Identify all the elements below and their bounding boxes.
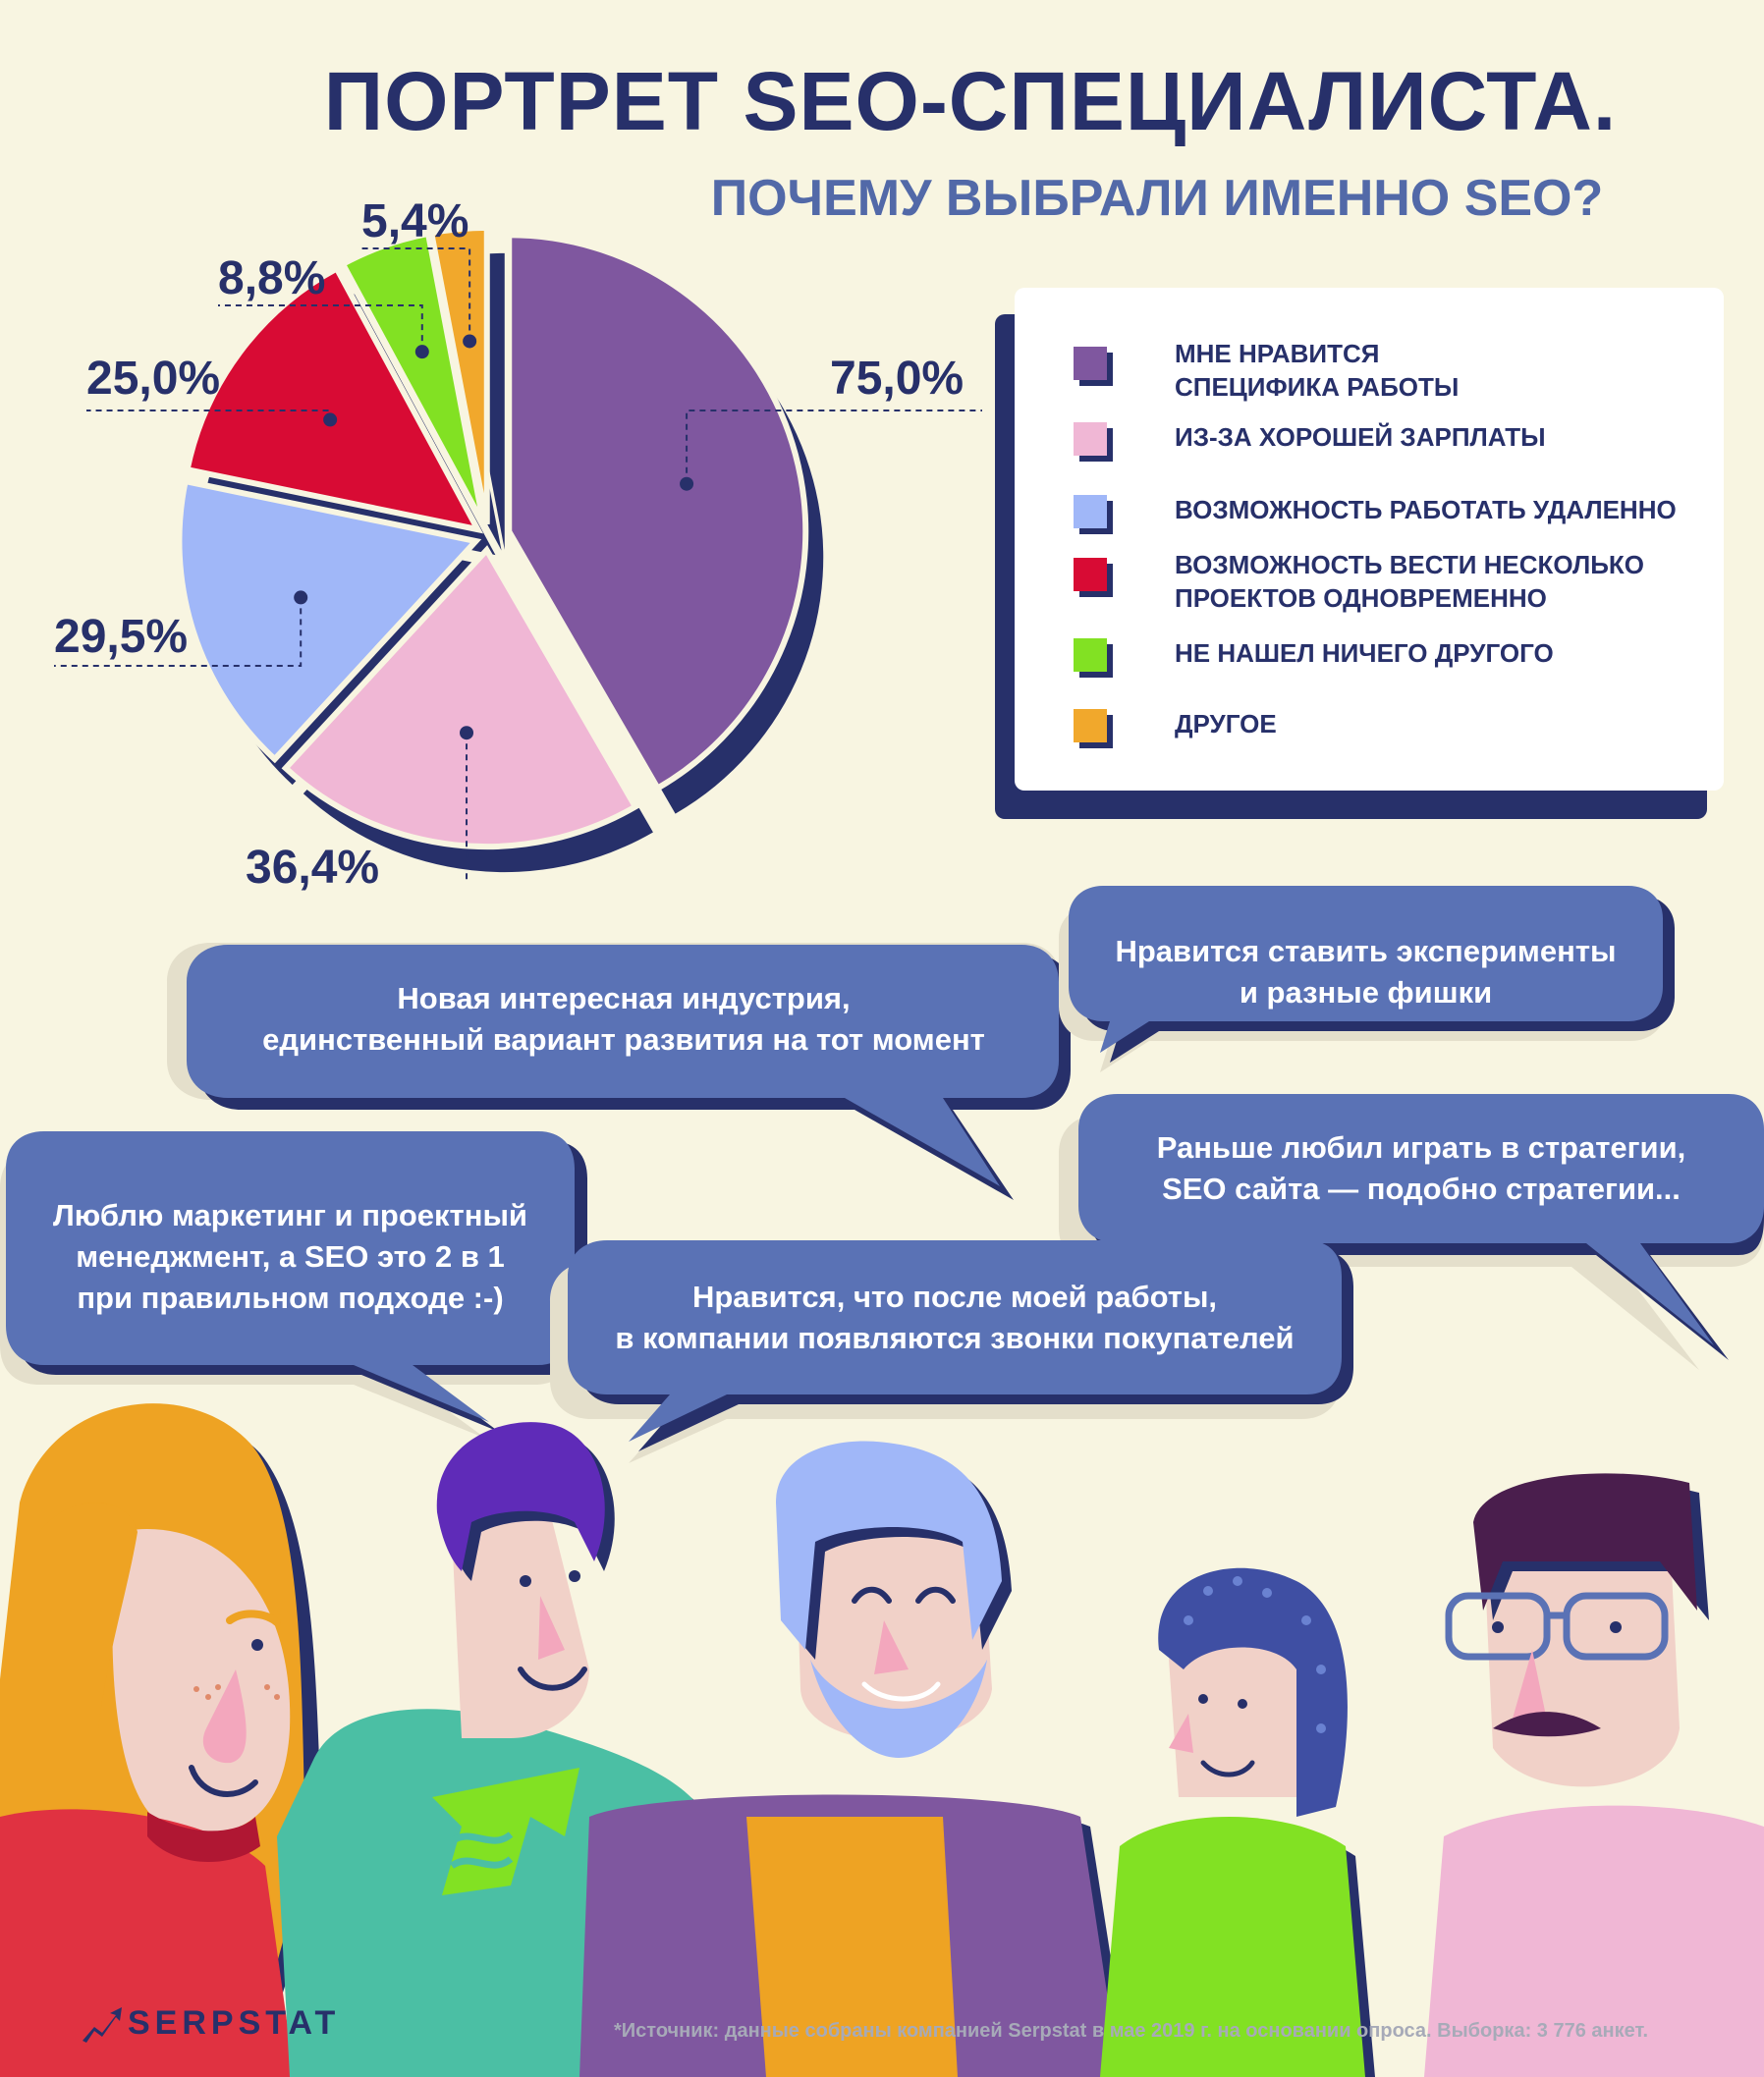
legend-item-projects: ВОЗМОЖНОСТЬ ВЕСТИ НЕСКОЛЬКО ПРОЕКТОВ ОДНО… [1074,548,1682,613]
legend-item-nothing-else: НЕ НАШЕЛ НИЧЕГО ДРУГОГО [1074,629,1682,687]
quote-line: и разные фишки [1239,975,1493,1010]
legend-label: НЕ НАШЕЛ НИЧЕГО ДРУГОГО [1175,638,1554,668]
legend-item-salary: ИЗ-ЗА ХОРОШЕЙ ЗАРПЛАТЫ [1074,412,1682,471]
legend-swatch [1074,495,1113,534]
legend-item-other: ДРУГОЕ [1074,699,1682,758]
quote-line: при правильном подходе :-) [77,1281,504,1315]
speech-bubble-industry [167,943,1071,1200]
leader-dot-specifics [680,476,694,491]
serpstat-logo-icon [83,2007,122,2043]
legend-label: МНЕ НРАВИТСЯ [1175,339,1380,368]
page-subtitle: ПОЧЕМУ ВЫБРАЛИ ИМЕННО SEO? [710,170,1604,227]
leader-dot-projects [323,412,338,427]
pct-label-remote: 29,5% [54,611,189,663]
quote-line: Новая интересная индустрия, [397,981,851,1015]
leader-line-remote [54,597,303,667]
quote-line: Нравится ставить эксперименты [1115,934,1617,968]
quote-line: менеджмент, а SEO это 2 в 1 [76,1239,505,1274]
speech-bubble-experiments [1059,886,1675,1072]
speech-bubble-marketing [0,1131,587,1439]
legend-label: ИЗ-ЗА ХОРОШЕЙ ЗАРПЛАТЫ [1175,422,1546,452]
leader-dot-remote [294,590,308,605]
quote-line: Нравится, что после моей работы, [691,1280,1218,1314]
legend-swatch [1074,422,1113,462]
legend-label: ВОЗМОЖНОСТЬ ВЕСТИ НЕСКОЛЬКО [1175,550,1645,579]
person-glasses [1424,1473,1764,2077]
legend-label: ДРУГОЕ [1175,709,1277,738]
leader-line-nothing-else [218,304,423,353]
speech-bubble-strategy [1059,1094,1764,1370]
page-title: ПОРТРЕТ SEO-СПЕЦИАЛИСТА. [323,55,1618,147]
person-redhead [0,1403,324,2077]
pie-slice-nothing-else [338,230,487,526]
source-note: *Источник: данные собраны компанией Serp… [614,2020,1649,2042]
leader-line-salary [466,733,469,884]
legend-label: СПЕЦИФИКА РАБОТЫ [1175,372,1460,402]
legend-label: ПРОЕКТОВ ОДНОВРЕМЕННО [1175,583,1547,613]
quote-industry: Новая интересная индустрия, единственный… [189,978,1059,1061]
pct-label-projects: 25,0% [86,353,221,405]
speech-bubble-calls [550,1240,1353,1463]
quote-line: Люблю маркетинг и проектный [53,1198,527,1232]
pie-slice-projects [184,264,484,534]
person-bearded [579,1441,1130,2077]
quote-strategy: Раньше любил играть в стратегии, SEO сай… [1078,1127,1764,1210]
legend-swatch [1074,347,1113,386]
pct-label-other: 5,4% [361,195,469,247]
leader-dot-nothing-else [414,345,429,359]
legend-item-specifics: МНЕ НРАВИТСЯ СПЕЦИФИКА РАБОТЫ [1074,337,1682,402]
pie-slice-other [427,224,490,525]
pie-slice-remote [176,477,482,764]
legend-item-remote: ВОЗМОЖНОСТЬ РАБОТАТЬ УДАЛЕННО [1074,485,1682,544]
leader-line-other [361,247,471,342]
leader-line-specifics [686,410,982,484]
quote-line: единственный вариант развития на тот мом… [262,1022,985,1057]
brand-name: SERPSTAT [128,2004,341,2042]
legend-swatch [1074,638,1113,678]
pct-label-nothing-else: 8,8% [218,252,326,304]
quote-line: в компании появляются звонки покупателей [615,1321,1295,1355]
pct-label-specifics: 75,0% [830,353,965,405]
leader-dot-salary [460,726,474,740]
pie-slice-salary [281,545,640,850]
legend-swatch [1074,558,1113,597]
pie-chart [54,224,982,884]
leader-dot-other [463,334,477,349]
quote-line: Раньше любил играть в стратегии, [1156,1130,1686,1165]
legend-swatch [1074,709,1113,748]
legend-label: ВОЗМОЖНОСТЬ РАБОТАТЬ УДАЛЕННО [1175,495,1677,524]
pie-slice-specifics [506,232,809,793]
quote-experiments: Нравится ставить эксперименты и разные ф… [1069,931,1663,1013]
person-curly [1100,1567,1375,2077]
legend [1015,288,1724,791]
quote-calls: Нравится, что после моей работы, в компа… [568,1277,1342,1359]
quote-marketing: Люблю маркетинг и проектный менеджмент, … [6,1195,575,1319]
pct-label-salary: 36,4% [246,842,380,894]
quote-line: SEO сайта — подобно стратегии... [1162,1172,1681,1206]
